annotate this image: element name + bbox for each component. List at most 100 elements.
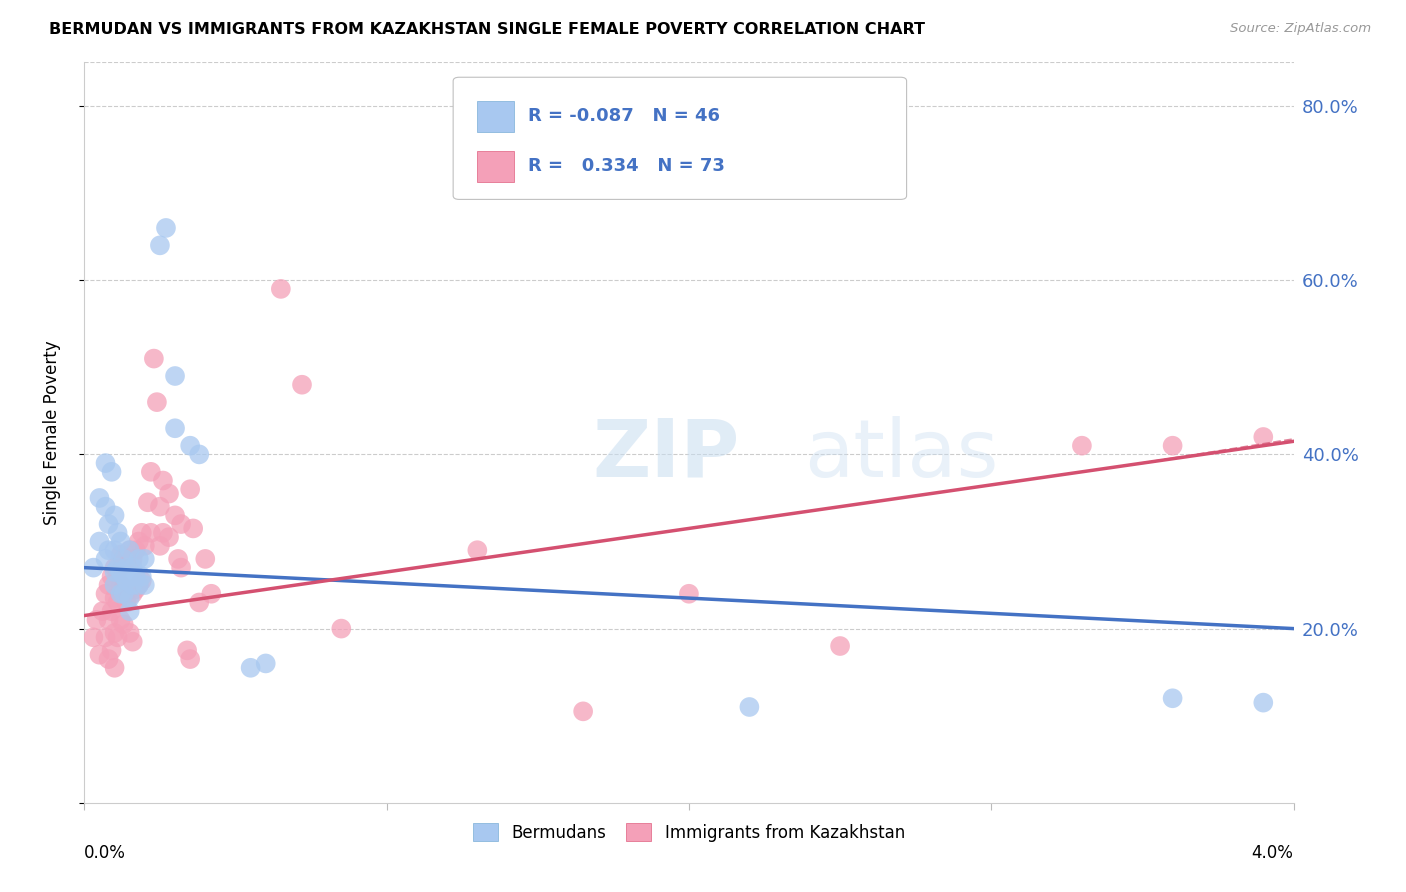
Point (254, 657, 277, 671)
Text: Source: ZipAtlas.com: Source: ZipAtlas.com (1230, 22, 1371, 36)
Point (104, 578, 127, 592)
Point (121, 587, 143, 601)
Point (152, 474, 174, 488)
FancyBboxPatch shape (478, 151, 513, 182)
Point (1253, 696, 1275, 710)
Point (134, 578, 156, 592)
Point (100, 604, 122, 618)
Point (115, 556, 138, 570)
Point (330, 622, 353, 636)
Point (188, 447, 211, 461)
Point (125, 543, 148, 558)
Point (100, 643, 122, 657)
Point (86, 613, 108, 627)
Point (165, 421, 187, 435)
Point (128, 578, 150, 592)
Point (149, 500, 172, 514)
Point (97, 613, 120, 627)
Point (82, 630, 104, 644)
Point (121, 634, 143, 648)
Point (118, 569, 141, 583)
Point (125, 569, 148, 583)
Point (131, 574, 153, 588)
Point (97, 578, 120, 592)
Point (118, 543, 141, 558)
Point (149, 238, 172, 252)
Point (270, 282, 292, 296)
Point (678, 587, 700, 601)
Point (94, 500, 117, 514)
Point (112, 587, 135, 601)
Point (131, 569, 153, 583)
Point (107, 525, 129, 540)
Text: BERMUDAN VS IMMIGRANTS FROM KAZAKHSTAN SINGLE FEMALE POVERTY CORRELATION CHART: BERMUDAN VS IMMIGRANTS FROM KAZAKHSTAN S… (49, 22, 925, 37)
FancyBboxPatch shape (478, 101, 513, 132)
Point (94, 456, 117, 470)
Point (115, 595, 138, 609)
Point (107, 560, 129, 574)
Point (142, 351, 165, 366)
Point (118, 582, 141, 597)
Point (179, 439, 201, 453)
Point (146, 395, 169, 409)
Point (112, 569, 135, 583)
Point (89, 534, 111, 549)
Point (112, 552, 135, 566)
Point (121, 560, 143, 574)
Point (467, 543, 489, 558)
Text: ZIP: ZIP (592, 416, 740, 494)
Point (179, 652, 201, 666)
Point (1071, 439, 1094, 453)
Point (115, 574, 138, 588)
Point (112, 552, 135, 566)
Point (157, 486, 180, 500)
Point (104, 560, 127, 574)
Text: R = -0.087   N = 46: R = -0.087 N = 46 (529, 108, 720, 126)
Point (110, 565, 132, 579)
Point (110, 613, 132, 627)
Point (139, 525, 162, 540)
Point (239, 661, 262, 675)
Point (89, 648, 111, 662)
Text: atlas: atlas (804, 416, 998, 494)
Point (1161, 691, 1184, 706)
Point (110, 534, 132, 549)
Point (94, 587, 117, 601)
Point (118, 591, 141, 606)
Point (97, 517, 120, 532)
Point (128, 578, 150, 592)
Point (152, 525, 174, 540)
Point (104, 661, 127, 675)
Point (100, 465, 122, 479)
Point (115, 560, 138, 574)
Point (181, 521, 204, 535)
Text: R =   0.334   N = 73: R = 0.334 N = 73 (529, 157, 725, 175)
Point (110, 548, 132, 562)
Point (572, 704, 595, 718)
Point (112, 582, 135, 597)
Point (179, 482, 201, 496)
FancyBboxPatch shape (453, 78, 907, 200)
Point (107, 595, 129, 609)
Point (134, 539, 156, 553)
Point (157, 530, 180, 544)
Point (97, 543, 120, 558)
Point (107, 565, 129, 579)
Point (121, 552, 143, 566)
Point (170, 517, 193, 532)
Point (110, 587, 132, 601)
Point (104, 626, 127, 640)
Point (165, 508, 187, 523)
Legend: Bermudans, Immigrants from Kazakhstan: Bermudans, Immigrants from Kazakhstan (465, 814, 912, 850)
Point (100, 569, 122, 583)
Point (176, 643, 198, 657)
Point (170, 560, 193, 574)
Point (1253, 430, 1275, 444)
Point (134, 552, 156, 566)
Point (136, 495, 159, 509)
Point (830, 639, 852, 653)
Point (121, 578, 143, 592)
Point (131, 525, 153, 540)
Point (128, 552, 150, 566)
Point (104, 508, 127, 523)
